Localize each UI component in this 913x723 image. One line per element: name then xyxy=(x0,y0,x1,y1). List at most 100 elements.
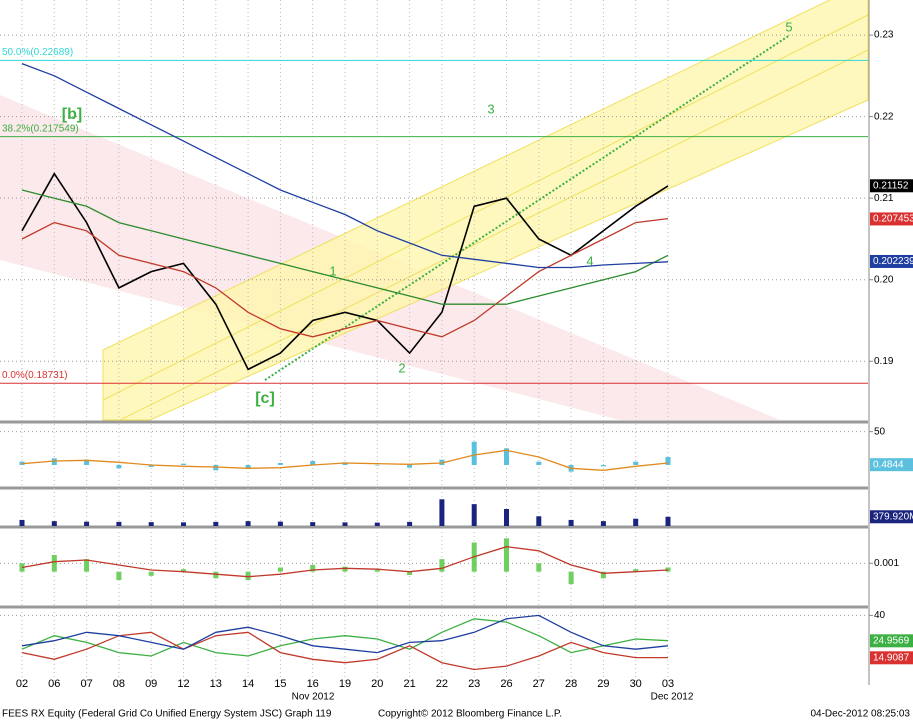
bar xyxy=(665,567,671,572)
bar xyxy=(310,522,316,526)
x-tick-label: 03 xyxy=(662,678,674,690)
footer-right: 04-Dec-2012 08:25:03 xyxy=(810,709,910,720)
x-tick-label: 08 xyxy=(113,678,125,690)
x-tick-label: 13 xyxy=(210,678,222,690)
bar xyxy=(84,459,90,465)
series-line xyxy=(21,62,669,269)
bar xyxy=(245,465,251,469)
bar xyxy=(310,565,316,572)
bar xyxy=(310,461,316,465)
wave-label: 2 xyxy=(398,360,405,375)
x-tick-label: 09 xyxy=(145,678,157,690)
bar xyxy=(374,522,380,526)
bar xyxy=(116,465,122,469)
bar xyxy=(51,458,57,465)
y-tick-label: 0.23 xyxy=(874,30,894,41)
bar xyxy=(213,521,219,526)
wave-label: [c] xyxy=(255,390,275,407)
footer-center: Copyright© 2012 Bloomberg Finance L.P. xyxy=(378,709,562,720)
bar xyxy=(19,519,25,526)
x-tick-label: 26 xyxy=(500,678,512,690)
x-tick-label: 21 xyxy=(403,678,415,690)
bar xyxy=(148,571,154,576)
y-tick-label: 0.20 xyxy=(874,274,894,285)
channel-line xyxy=(119,49,869,421)
bar xyxy=(181,569,186,572)
x-tick-label: 27 xyxy=(533,678,545,690)
bar xyxy=(600,521,606,526)
month-label: Nov 2012 xyxy=(292,692,335,703)
bar xyxy=(600,571,606,579)
x-tick-label: 14 xyxy=(242,678,254,690)
x-tick-label: 02 xyxy=(16,678,28,690)
footer-left: FEES RX Equity (Federal Grid Co Unified … xyxy=(2,709,332,720)
x-tick-label: 28 xyxy=(565,678,577,690)
price-tag xyxy=(870,254,913,268)
x-tick-label: 23 xyxy=(468,678,480,690)
y-tick-label: 0.22 xyxy=(874,111,894,122)
bar xyxy=(277,567,283,572)
price-tag xyxy=(870,458,913,472)
bar xyxy=(439,559,445,572)
channel-center xyxy=(264,34,791,381)
wave-label: 5 xyxy=(785,19,792,34)
bar xyxy=(633,569,639,572)
series-line xyxy=(21,631,668,671)
bar xyxy=(536,563,542,572)
bar xyxy=(181,522,186,526)
price-tag-label: 0.202239 xyxy=(873,256,913,267)
price-tag-label: 379.920M xyxy=(873,511,913,522)
bar xyxy=(665,516,671,526)
price-tag-label: 0.4844 xyxy=(873,459,904,470)
bar xyxy=(633,518,639,526)
x-tick-label: 15 xyxy=(274,678,286,690)
bar xyxy=(633,461,639,465)
bar xyxy=(181,463,186,465)
x-tick-label: 16 xyxy=(307,678,319,690)
price-tag xyxy=(870,212,913,226)
x-tick-label: 06 xyxy=(48,678,60,690)
x-tick-label: 22 xyxy=(436,678,448,690)
bar xyxy=(536,516,542,526)
bar xyxy=(504,448,509,465)
fib-label: 50.0%(0.22689) xyxy=(2,47,73,58)
series-line xyxy=(21,546,669,578)
bar xyxy=(600,465,606,467)
bar xyxy=(568,571,574,585)
bar xyxy=(568,519,574,526)
channel-line xyxy=(102,14,869,401)
x-tick-label: 07 xyxy=(80,678,92,690)
wave-label: 3 xyxy=(487,101,494,116)
bar xyxy=(536,461,542,465)
price-tag-label: 0.21152 xyxy=(873,180,909,191)
bar xyxy=(245,571,251,580)
wave-label: 1 xyxy=(329,263,336,278)
price-tag-label: 24.9569 xyxy=(873,635,910,646)
bar xyxy=(84,559,90,572)
price-tag xyxy=(870,634,913,648)
y-tick-label: 0.19 xyxy=(874,356,894,367)
y-tick-label: 0.21 xyxy=(874,193,894,204)
bar xyxy=(504,509,509,526)
price-tag xyxy=(870,651,913,665)
month-label: Dec 2012 xyxy=(651,692,694,703)
y-tick-label: 40 xyxy=(874,610,886,621)
bar xyxy=(277,521,283,526)
bar xyxy=(116,571,122,580)
bar xyxy=(439,499,445,526)
bar xyxy=(245,521,251,526)
y-tick-label: 50 xyxy=(874,426,886,437)
bar xyxy=(374,570,380,572)
bar xyxy=(374,465,380,466)
price-tag-label: 14.9087 xyxy=(873,652,910,663)
bar xyxy=(471,441,477,465)
bar xyxy=(51,555,57,572)
x-tick-label: 19 xyxy=(339,678,351,690)
series-line xyxy=(21,614,669,654)
series-line xyxy=(21,449,669,471)
bar xyxy=(116,521,122,526)
price-tag-label: 0.207453 xyxy=(873,214,913,225)
bar xyxy=(213,465,219,471)
bar xyxy=(342,522,348,526)
y-tick-label: 0.001 xyxy=(874,558,899,569)
